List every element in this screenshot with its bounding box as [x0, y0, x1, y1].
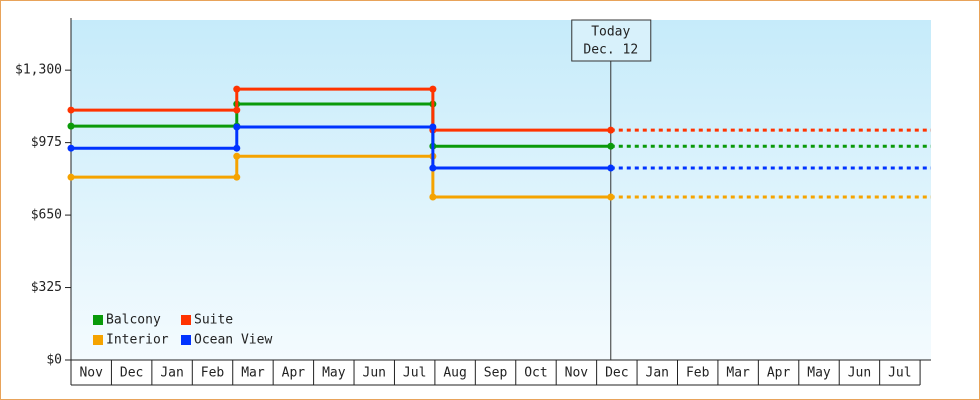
point: [67, 106, 75, 114]
point: [233, 144, 241, 152]
point: [233, 123, 241, 131]
x-tick-label: Mar: [241, 366, 265, 381]
legend-label: Interior: [106, 333, 169, 348]
x-tick-label: Dec: [120, 366, 143, 381]
plot-area: [71, 20, 931, 360]
x-tick-label: Jun: [363, 366, 386, 381]
point: [429, 123, 437, 131]
point: [607, 193, 615, 201]
y-tick-label: $0: [46, 353, 62, 368]
x-tick-label: Feb: [686, 366, 710, 381]
x-tick-label: Jul: [888, 366, 911, 381]
y-tick-label: $325: [31, 280, 62, 295]
point: [429, 164, 437, 172]
legend-swatch: [93, 315, 103, 325]
point: [233, 152, 241, 160]
point: [67, 173, 75, 181]
y-tick-label: $1,300: [15, 63, 62, 78]
legend-swatch: [93, 335, 103, 345]
point: [67, 144, 75, 152]
today-box: [571, 19, 652, 62]
x-tick-label: Apr: [767, 366, 791, 381]
today-label: Today: [591, 25, 630, 40]
x-tick-label: Feb: [201, 366, 225, 381]
point: [607, 142, 615, 150]
today-label: Dec. 12: [583, 43, 638, 58]
x-tick-label: Aug: [443, 366, 466, 381]
x-tick-label: May: [807, 366, 831, 381]
x-tick-label: Mar: [726, 366, 750, 381]
point: [429, 85, 437, 93]
x-tick-label: Dec: [605, 366, 628, 381]
point: [607, 126, 615, 134]
point: [233, 85, 241, 93]
legend-swatch: [181, 315, 191, 325]
point: [233, 106, 241, 114]
legend-swatch: [181, 335, 191, 345]
y-tick-label: $650: [31, 208, 62, 223]
point: [429, 193, 437, 201]
x-tick-label: Jan: [160, 366, 183, 381]
x-tick-label: Sep: [484, 366, 508, 381]
x-tick-label: Oct: [524, 366, 547, 381]
x-tick-label: Jan: [646, 366, 669, 381]
x-tick-label: Apr: [282, 366, 306, 381]
x-tick-label: Nov: [565, 366, 589, 381]
point: [607, 164, 615, 172]
point: [67, 122, 75, 130]
legend-label: Suite: [194, 313, 233, 328]
legend-label: Ocean View: [194, 333, 272, 348]
y-tick-label: $975: [31, 135, 62, 150]
x-tick-label: Jul: [403, 366, 426, 381]
x-tick-label: Jun: [848, 366, 871, 381]
point: [233, 173, 241, 181]
legend-label: Balcony: [106, 313, 161, 328]
x-tick-label: May: [322, 366, 346, 381]
x-tick-label: Nov: [79, 366, 103, 381]
